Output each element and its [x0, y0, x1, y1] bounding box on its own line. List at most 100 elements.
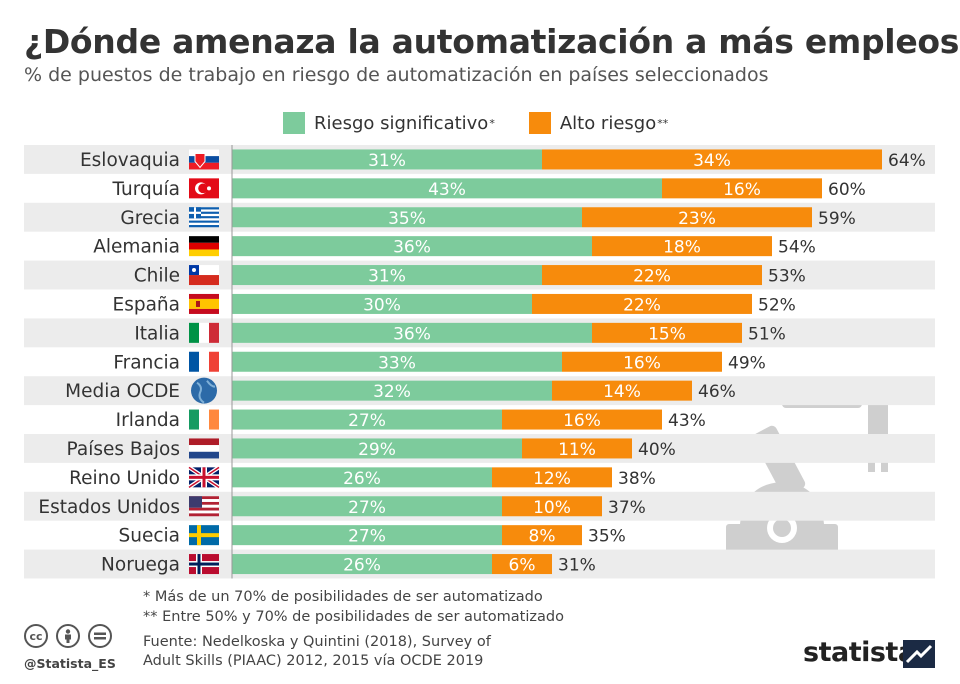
flag-part [189, 308, 219, 314]
bar-row: Países Bajos 29% 11% 40% [24, 434, 935, 463]
flag-chile [189, 265, 219, 286]
bar-significant [232, 554, 492, 575]
total-label: 60% [828, 180, 866, 200]
flag-emblem [196, 300, 200, 307]
social-handle[interactable]: @Statista_ES [24, 656, 116, 671]
total-label: 35% [588, 527, 626, 547]
bar-row: Turquía 43% 16% 60% [112, 178, 866, 200]
footnote-2: ** Entre 50% y 70% de posibilidades de s… [143, 609, 564, 625]
flag-part [189, 513, 219, 517]
flag-part [199, 322, 209, 343]
flag-part [189, 225, 219, 228]
flag-usa [189, 496, 219, 517]
value-label-high: 22% [623, 295, 661, 315]
flag-star [207, 186, 211, 191]
value-label-high: 8% [529, 527, 556, 547]
bar-high [542, 265, 762, 286]
brand-logo-text[interactable]: statista [803, 637, 916, 668]
bar-high [592, 322, 742, 343]
flag-part [189, 496, 202, 508]
flag-part [189, 504, 219, 508]
flag-part [189, 249, 219, 257]
flag-part [189, 275, 219, 286]
flag-star [192, 268, 196, 273]
bar-row: Estados Unidos 27% 10% 37% [24, 491, 935, 521]
value-label-significant: 26% [343, 469, 381, 489]
value-label-significant: 29% [358, 440, 396, 460]
flag-part [189, 211, 201, 214]
value-label-significant: 27% [348, 411, 386, 431]
footnote-1: * Más de un 70% de posibilidades de ser … [143, 589, 543, 605]
bar-high [532, 293, 752, 314]
flag-spain [189, 293, 219, 314]
attribution-icon [56, 624, 80, 648]
legend-item-high: Alto riesgo ** [528, 112, 669, 134]
flag-part [189, 501, 219, 505]
flag-uk [187, 465, 221, 490]
value-label-high: 11% [558, 440, 596, 460]
flag-part [189, 162, 219, 170]
flag-part [189, 445, 219, 452]
total-label: 38% [618, 469, 656, 489]
total-label: 46% [698, 382, 736, 402]
bar-significant [232, 236, 592, 257]
bar-high [582, 207, 812, 228]
footnotes: * Más de un 70% de posibilidades de ser … [143, 587, 564, 627]
value-label-significant: 36% [393, 324, 431, 344]
flag-netherlands [189, 438, 219, 459]
flag-ireland [189, 409, 219, 430]
bar-high [542, 149, 882, 170]
flag-part [199, 351, 209, 372]
flag-part [209, 409, 219, 430]
bar-significant [232, 178, 662, 199]
legend-mark-high: ** [657, 116, 669, 130]
total-label: 49% [728, 353, 766, 373]
flag-part [189, 211, 219, 214]
flag-norway [189, 554, 219, 575]
flag-part [189, 242, 219, 250]
value-label-high: 34% [693, 151, 731, 171]
flag-sweden [189, 525, 219, 546]
bar-significant [232, 293, 532, 314]
value-label-high: 16% [723, 180, 761, 200]
value-label-significant: 36% [393, 238, 431, 258]
legend: Riesgo significativo * Alto riesgo ** [283, 112, 702, 134]
flag-part [189, 475, 219, 479]
source-note: Fuente: Nedelkoska y Quintini (2018), Su… [143, 633, 491, 671]
value-label-significant: 35% [388, 209, 426, 229]
flag-part [189, 496, 219, 500]
flag-part [199, 409, 209, 430]
flag-part [189, 149, 219, 157]
flag-part [189, 533, 219, 538]
flag-crescent-cut [198, 183, 208, 194]
flag-slovakia [189, 149, 219, 170]
total-label: 52% [758, 295, 796, 315]
value-label-significant: 32% [373, 382, 411, 402]
total-label: 40% [638, 440, 676, 460]
license-icons[interactable]: cc [24, 624, 120, 648]
bar-high [522, 438, 632, 459]
flag-part [189, 236, 219, 243]
bar-high [492, 467, 612, 488]
globe-body [191, 377, 217, 404]
category-label: Reino Unido [69, 468, 180, 489]
flag-part [189, 209, 219, 212]
bar-high [592, 236, 772, 257]
total-label: 51% [748, 324, 786, 344]
value-label-high: 18% [663, 238, 701, 258]
bar-high [662, 178, 822, 199]
source-line-2: Adult Skills (PIAAC) 2012, 2015 vía OCDE… [143, 653, 484, 669]
bar-row: Reino Unido 26% 12% 38% [69, 465, 656, 490]
value-label-high: 6% [509, 556, 536, 576]
value-label-significant: 43% [428, 180, 466, 200]
no-derivatives-icon [88, 624, 112, 648]
flag-part [189, 438, 219, 446]
bar-row: Irlanda 27% 16% 43% [116, 409, 706, 431]
total-label: 31% [558, 556, 596, 576]
bar-row: Noruega 26% 6% 31% [24, 549, 935, 579]
category-label: Media OCDE [65, 381, 180, 402]
chart-subtitle: % de puestos de trabajo en riesgo de aut… [24, 64, 769, 86]
category-label: Grecia [120, 208, 180, 229]
globe-icon [191, 377, 217, 404]
